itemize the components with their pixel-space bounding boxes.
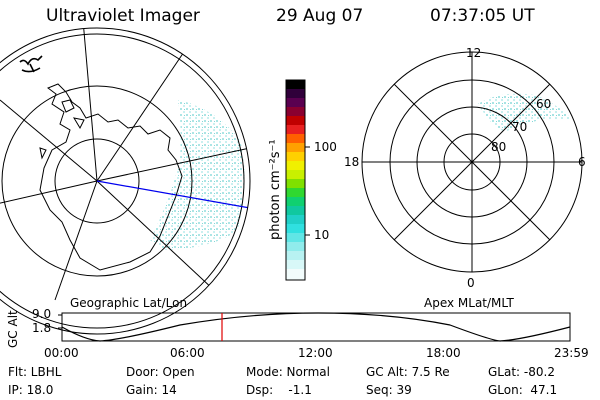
left-map-border (0, 27, 251, 335)
header-date: 29 Aug 07 (276, 6, 364, 26)
orbit-xtick-3: 18:00 (426, 346, 461, 360)
orbit-ylabel: GC Alt (6, 310, 20, 348)
instrument-title: Ultraviolet Imager (46, 6, 200, 26)
status-mode: Mode: Normal (246, 365, 330, 379)
magnetic-map (361, 51, 583, 273)
left-meridian-6 (0, 180, 98, 211)
lat-label-70: 70 (512, 120, 528, 134)
status-glon: GLon: 47.1 (488, 383, 558, 397)
orbit-ytick-low: 1.8 (32, 321, 52, 335)
status-glat: GLat: -80.2 (488, 365, 555, 379)
right-map-caption: Apex MLat/MLT (424, 296, 514, 310)
orbit-plot (58, 312, 571, 342)
left-map-caption: Geographic Lat/Lon (70, 296, 188, 310)
orbit-xtick-0: 00:00 (44, 346, 79, 360)
geographic-map (0, 28, 250, 329)
left-meridian-7 (0, 99, 98, 182)
left-ring-outer (0, 33, 245, 329)
status-gain: Gain: 14 (126, 383, 177, 397)
status-filter: Flt: LBHL (8, 365, 62, 379)
mlt-label-0: 0 (467, 276, 475, 290)
right-aurora-region (478, 93, 572, 132)
orbit-ytick-high: 9.0 (32, 307, 52, 321)
left-meridian-1 (82, 28, 98, 182)
status-ip: IP: 18.0 (8, 383, 54, 397)
left-meridian-3 (96, 147, 250, 182)
island-outline (39, 99, 85, 160)
left-ring-mid (1, 85, 193, 277)
orbit-xtick-4: 23:59 (554, 346, 589, 360)
orbit-xtick-2: 12:00 (298, 346, 333, 360)
status-dsp: Dsp: -1.1 (246, 383, 312, 397)
left-aurora-region (150, 100, 245, 250)
mlt-label-6: 6 (578, 155, 586, 169)
left-meridian-4 (96, 180, 231, 306)
mlt-label-12: 12 (466, 46, 482, 60)
left-meridian-5 (54, 180, 98, 301)
colorbar-tick-10: 10 (314, 228, 330, 242)
right-diagonal-2 (393, 83, 551, 241)
status-gc-alt: GC Alt: 7.5 Re (366, 365, 450, 379)
status-seq: Seq: 39 (366, 383, 412, 397)
left-meridian-2 (96, 39, 193, 182)
continent-outline (39, 83, 183, 271)
left-ring-inner (54, 138, 140, 224)
mission-logo (19, 55, 43, 73)
orbit-xtick-1: 06:00 (170, 346, 205, 360)
lat-label-80: 80 (491, 140, 507, 154)
colorbar (285, 79, 310, 281)
colorbar-tick-100: 100 (314, 140, 337, 154)
lat-label-60: 60 (536, 97, 552, 111)
altitude-curve (61, 312, 571, 342)
mlt-label-18: 18 (344, 155, 360, 169)
colorbar-unit-label: photon cm⁻²s⁻¹ (268, 139, 283, 240)
terminator-line (96, 180, 250, 209)
header-time: 07:37:05 UT (430, 6, 535, 26)
status-door: Door: Open (126, 365, 195, 379)
